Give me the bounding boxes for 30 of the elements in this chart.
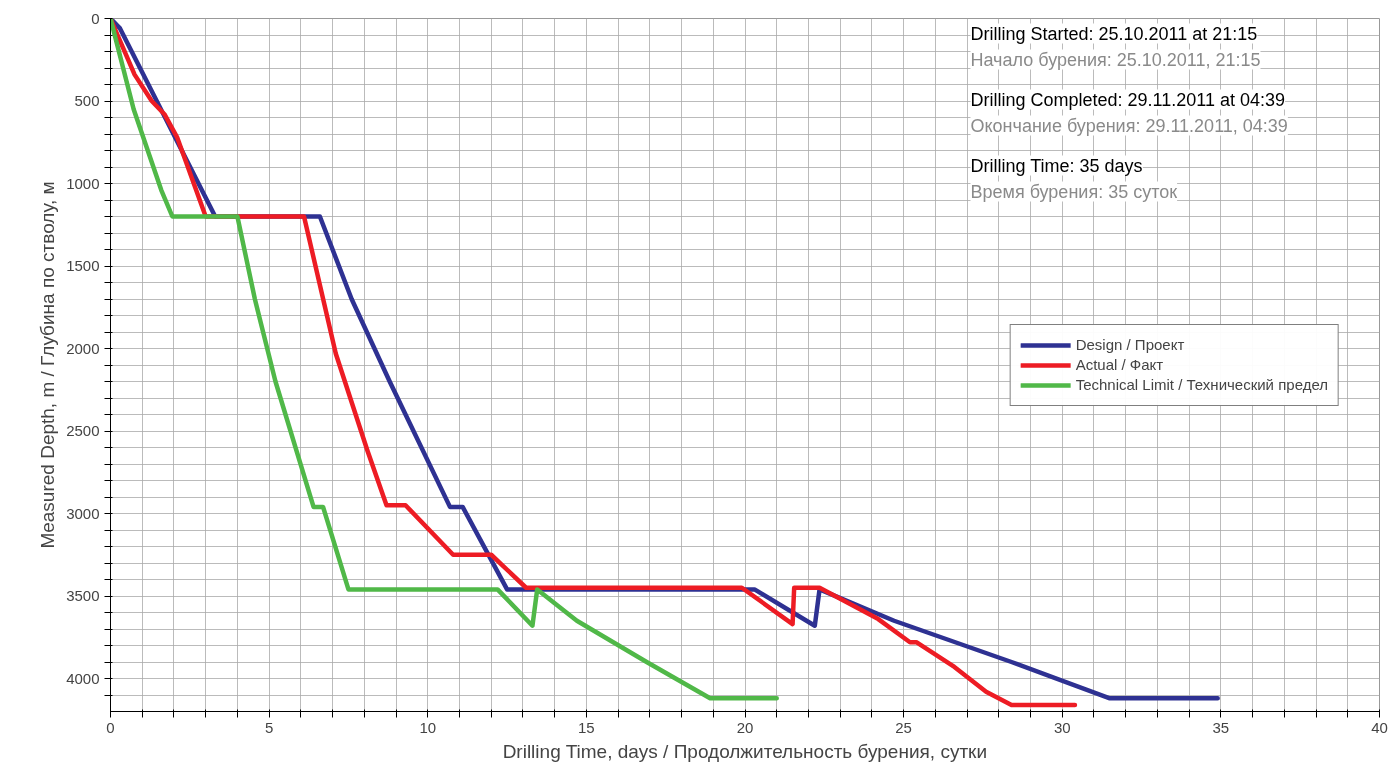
y-axis-title: Measured Depth, m / Глубина по стволу, м <box>37 181 59 549</box>
legend-label: Design / Проект <box>1075 336 1185 353</box>
x-axis-title: Drilling Time, days / Продолжительность бурения, сутки <box>502 740 988 762</box>
y-tick-label: 1500 <box>66 257 100 274</box>
annotation: Drilling Time: 35 days <box>970 155 1143 176</box>
line-series <box>110 18 779 701</box>
y-tick-label: 2000 <box>66 339 100 357</box>
y-tick-label: 2500 <box>66 422 100 439</box>
y-tick-label: 0 <box>91 9 100 27</box>
x-tick-label: 20 <box>736 718 754 736</box>
x-tick-label: 15 <box>578 718 595 736</box>
annotation: Время бурения: 35 суток <box>970 181 1178 202</box>
annotation: Начало бурения: 25.10.2011, 21:15 <box>970 49 1261 70</box>
y-tick-label: 3500 <box>66 587 100 604</box>
x-tick-label: 40 <box>1371 718 1388 736</box>
x-tick-label: 35 <box>1212 718 1230 736</box>
y-tick-label: 4000 <box>66 669 100 687</box>
x-tick-label: 30 <box>1053 718 1071 736</box>
y-tick-label: 500 <box>74 92 100 109</box>
x-tick-label: 25 <box>895 718 912 736</box>
annotation: Drilling Completed: 29.11.2011 at 04:39 <box>970 89 1286 110</box>
annotation: Окончание бурения: 29.11.2011, 04:39 <box>970 115 1288 136</box>
x-tick-label: 0 <box>106 718 115 736</box>
x-tick-label: 10 <box>419 718 437 736</box>
legend-label: Actual / Факт <box>1075 356 1164 373</box>
y-tick-label: 1000 <box>66 174 100 192</box>
legend-label: Technical Limit / Технический предел <box>1075 376 1328 393</box>
annotation: Drilling Started: 25.10.2011 at 21:15 <box>970 23 1258 44</box>
x-tick-label: 5 <box>264 718 274 736</box>
y-tick-label: 3000 <box>66 504 100 522</box>
